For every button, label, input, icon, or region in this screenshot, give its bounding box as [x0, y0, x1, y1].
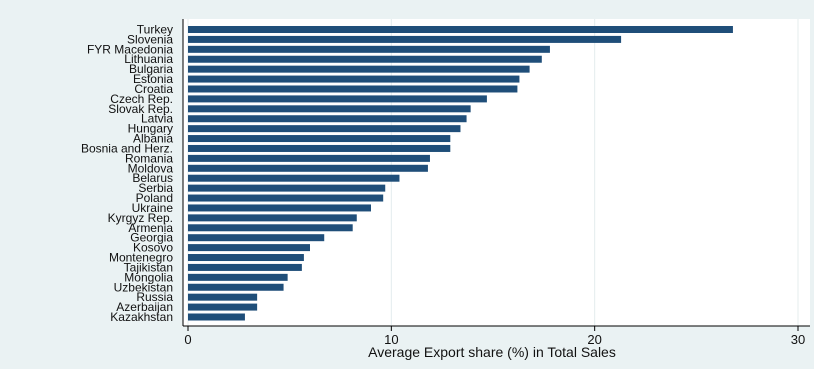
x-axis-title: Average Export share (%) in Total Sales: [368, 344, 616, 360]
bar: [188, 174, 400, 182]
category-label: Russia: [136, 290, 173, 304]
category-label: Albania: [133, 132, 173, 146]
bar: [188, 45, 550, 53]
category-label: Estonia: [133, 72, 173, 86]
bar: [188, 135, 451, 143]
bar: [188, 214, 357, 222]
x-tick-label: 10: [384, 332, 398, 347]
category-label: Kyrgyz Rep.: [108, 211, 173, 225]
bar: [188, 164, 428, 172]
bar: [188, 125, 461, 133]
category-label: Romania: [125, 151, 173, 165]
x-tick-label: 30: [791, 332, 805, 347]
category-label: Lithuania: [124, 52, 173, 66]
category-label: Moldova: [128, 161, 174, 175]
bar: [188, 303, 258, 311]
category-label: Slovenia: [127, 32, 173, 46]
category-label: Serbia: [138, 181, 173, 195]
bar: [188, 105, 471, 113]
bar: [188, 194, 384, 202]
bar: [188, 26, 733, 33]
category-label: FYR Macedonia: [87, 42, 173, 56]
category-label: Armenia: [128, 221, 173, 235]
category-label: Belarus: [132, 171, 173, 185]
category-label: Latvia: [141, 112, 173, 126]
bar: [188, 35, 622, 43]
category-label: Uzbekistan: [114, 280, 173, 294]
bar: [188, 144, 451, 152]
category-label: Georgia: [130, 231, 173, 245]
x-axis: 0 10 20 30: [182, 19, 810, 347]
category-label: Croatia: [134, 82, 173, 96]
bar: [188, 313, 245, 321]
bar: [188, 293, 258, 301]
bars: [188, 26, 733, 321]
bar: [188, 154, 430, 162]
bar: [188, 55, 542, 63]
category-label: Slovak Rep.: [108, 102, 173, 116]
bar: [188, 283, 284, 291]
category-label: Mongolia: [124, 270, 173, 284]
category-label: Poland: [136, 191, 173, 205]
category-label: Kazakhstan: [110, 310, 173, 324]
bar: [188, 234, 325, 242]
bar: [188, 254, 304, 262]
category-label: Czech Rep.: [110, 92, 173, 106]
bar: [188, 263, 302, 271]
x-tick-label: 0: [184, 332, 191, 347]
bar: [188, 244, 310, 252]
category-label: Bosnia and Herz.: [81, 141, 173, 155]
bar: [188, 95, 487, 103]
bar: [188, 75, 520, 83]
category-label: Montenegro: [109, 251, 173, 265]
category-label: Tajikistan: [124, 260, 173, 274]
bar: [188, 224, 353, 232]
category-label: Turkey: [137, 23, 173, 37]
category-label: Bulgaria: [129, 62, 173, 76]
bar: [188, 85, 518, 93]
bar: [188, 65, 530, 73]
category-label: Kosovo: [133, 241, 173, 255]
category-label: Hungary: [128, 122, 173, 136]
bar: [188, 204, 371, 212]
category-label: Azerbaijan: [116, 300, 173, 314]
category-label: Ukraine: [132, 201, 174, 215]
bar: [188, 273, 288, 281]
x-tick-label: 20: [587, 332, 601, 347]
bar: [188, 184, 386, 192]
bar: [188, 115, 467, 123]
